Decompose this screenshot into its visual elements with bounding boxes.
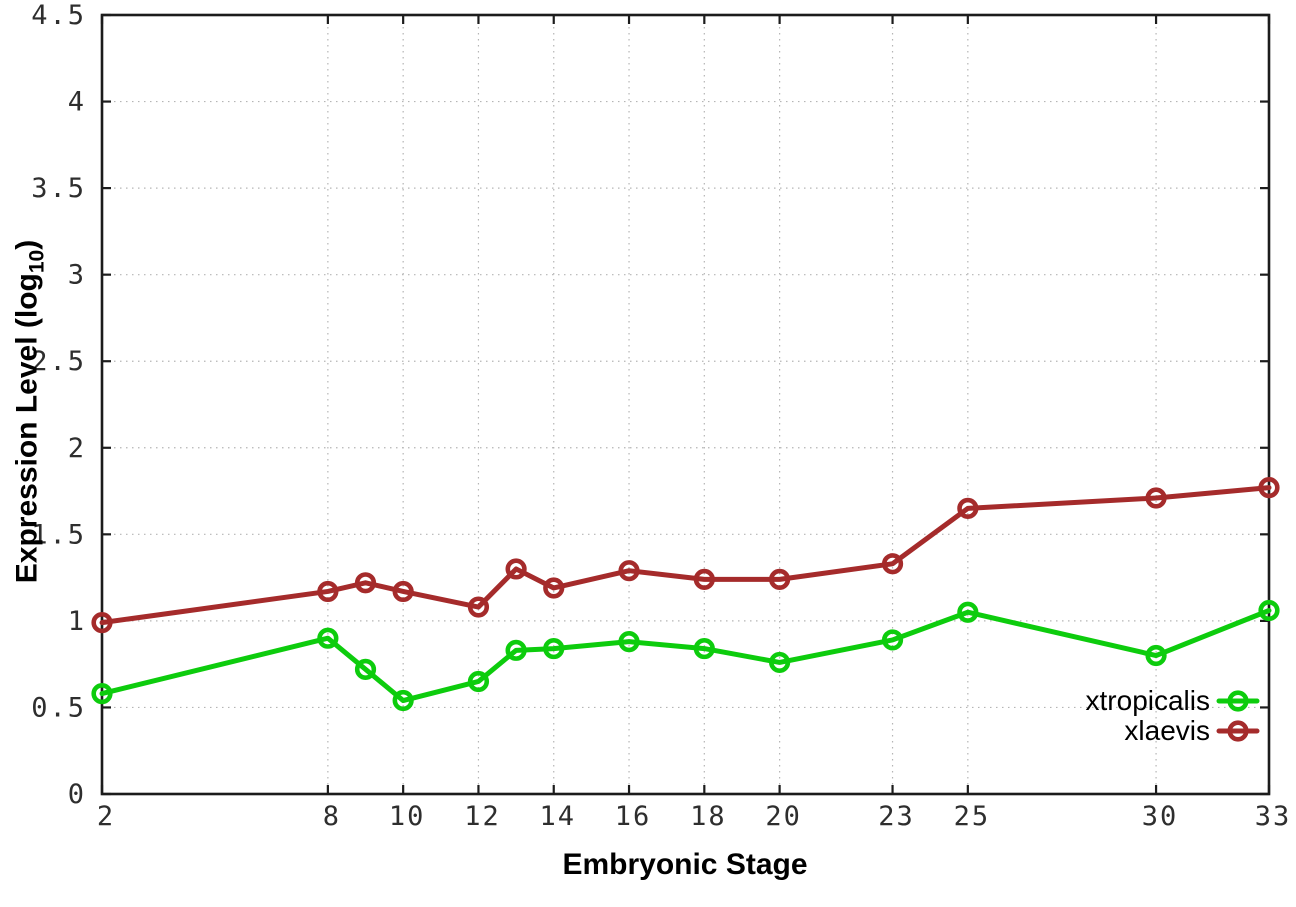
y-tick-label: 0 [68, 779, 86, 810]
plot-border [100, 13, 1271, 796]
legend-label-xlaevis: xlaevis [1124, 715, 1210, 746]
y-axis-label-subscript: 10 [25, 249, 49, 274]
x-tick-label: 14 [539, 801, 576, 832]
data-point-marker-xlaevis [543, 577, 565, 599]
data-point-marker-xlaevis [693, 568, 715, 590]
y-tick-label: 1.5 [31, 519, 86, 550]
data-point-marker-xlaevis [317, 580, 339, 603]
legend-marker-xlaevis [1227, 720, 1249, 742]
y-tick-label: 2.5 [31, 346, 86, 377]
y-tick-label: 1 [68, 606, 86, 637]
data-point-marker-xlaevis [1145, 487, 1167, 509]
x-tick-label: 25 [954, 801, 991, 832]
x-tick-label: 10 [389, 801, 426, 832]
x-tick-label: 23 [878, 801, 915, 832]
data-point-marker-xlaevis [91, 612, 113, 634]
data-point-marker-xtropicalis [392, 689, 414, 712]
x-tick-label: 33 [1255, 801, 1292, 832]
x-tick-label: 8 [323, 801, 341, 832]
y-axis-label-suffix: ) [10, 239, 44, 250]
data-point-marker-xlaevis [505, 558, 527, 580]
series-line-xlaevis [99, 485, 1272, 626]
data-point-marker-xtropicalis [881, 629, 904, 651]
data-point-marker-xlaevis [957, 497, 979, 519]
y-tick-label: 3 [68, 260, 86, 291]
data-point-marker-xlaevis [1258, 476, 1280, 499]
data-point-marker-xlaevis [467, 596, 490, 618]
data-point-marker-xtropicalis [505, 639, 527, 661]
data-point-marker-xtropicalis [354, 658, 377, 680]
data-point-marker-xlaevis [392, 580, 414, 603]
x-tick-label: 2 [97, 801, 115, 832]
data-point-marker-xlaevis [618, 560, 640, 582]
data-point-marker-xtropicalis [1258, 599, 1280, 622]
y-tick-label: 4 [68, 87, 86, 118]
data-point-marker-xtropicalis [957, 601, 979, 623]
data-point-marker-xtropicalis [543, 637, 565, 660]
data-point-marker-xtropicalis [693, 637, 715, 660]
y-axis-label-text: Expression Level (log [10, 273, 44, 584]
legend-label-xtropicalis: xtropicalis [1086, 685, 1210, 716]
y-tick-label: 4.5 [31, 0, 86, 31]
x-axis-label: Embryonic Stage [562, 848, 808, 881]
y-axis-label: Expression Level (log10) [11, 200, 50, 624]
data-point-marker-xtropicalis [1145, 644, 1167, 667]
data-point-marker-xtropicalis [467, 670, 490, 693]
y-tick-label: 2 [68, 433, 86, 464]
data-point-marker-xtropicalis [769, 651, 791, 674]
data-point-marker-xtropicalis [618, 631, 640, 653]
x-tick-label: 16 [615, 801, 652, 832]
y-tick-label: 3.5 [31, 173, 86, 204]
x-tick-label: 30 [1142, 801, 1179, 832]
x-tick-label: 12 [464, 801, 501, 832]
legend-marker-xtropicalis [1227, 690, 1249, 712]
x-tick-label: 18 [690, 801, 727, 832]
data-point-marker-xtropicalis [91, 682, 113, 705]
data-point-marker-xtropicalis [317, 627, 339, 649]
y-tick-label: 0.5 [31, 692, 86, 723]
x-tick-label: 20 [765, 801, 802, 832]
data-point-marker-xlaevis [881, 553, 904, 575]
data-point-marker-xlaevis [769, 568, 791, 590]
data-point-marker-xlaevis [354, 572, 377, 594]
